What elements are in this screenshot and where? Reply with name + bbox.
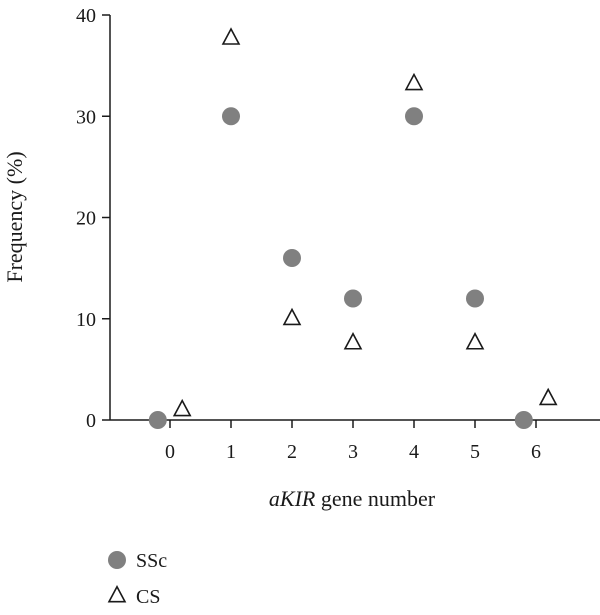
x-tick-label: 3 [348, 441, 358, 463]
legend: SSc CS [107, 550, 167, 608]
data-points [148, 27, 558, 429]
point-cs [172, 398, 192, 417]
point-cs [282, 307, 302, 326]
x-tick-label: 4 [409, 441, 419, 463]
point-ssc [148, 411, 167, 429]
y-axis-title: Frequency (%) [2, 151, 27, 282]
x-tick-label: 1 [226, 441, 236, 463]
y-tick-label: 0 [86, 410, 96, 432]
point-ssc [344, 289, 362, 308]
y-tick-label: 20 [76, 208, 96, 230]
legend-label-ssc: SSc [136, 550, 167, 572]
point-cs [465, 332, 485, 350]
series-cs [172, 27, 558, 417]
point-ssc [514, 411, 533, 429]
x-tick-label: 0 [165, 441, 175, 463]
legend-marker-ssc [108, 551, 126, 569]
x-axis-title: aKIR gene number [269, 486, 436, 511]
x-tick-label: 6 [531, 441, 541, 463]
x-tick-label: 2 [287, 441, 297, 463]
point-ssc [283, 249, 301, 267]
point-ssc [466, 289, 484, 308]
y-tick-label: 30 [76, 106, 96, 128]
point-cs [538, 387, 558, 406]
legend-label-cs: CS [136, 586, 160, 608]
x-axis-title-italic: aKIR [269, 486, 316, 511]
series-ssc [148, 107, 533, 429]
axes: 0 10 20 30 40 0 1 2 3 4 5 6 [76, 5, 600, 463]
point-cs [221, 27, 241, 45]
x-tick-label: 5 [470, 441, 480, 463]
legend-marker-cs [107, 585, 127, 603]
y-tick-label: 40 [76, 5, 96, 27]
point-cs [404, 72, 424, 91]
y-tick-label: 10 [76, 309, 96, 331]
x-axis-title-rest: gene number [315, 486, 435, 511]
point-ssc [222, 107, 240, 126]
point-cs [343, 332, 363, 350]
point-ssc [405, 107, 423, 126]
